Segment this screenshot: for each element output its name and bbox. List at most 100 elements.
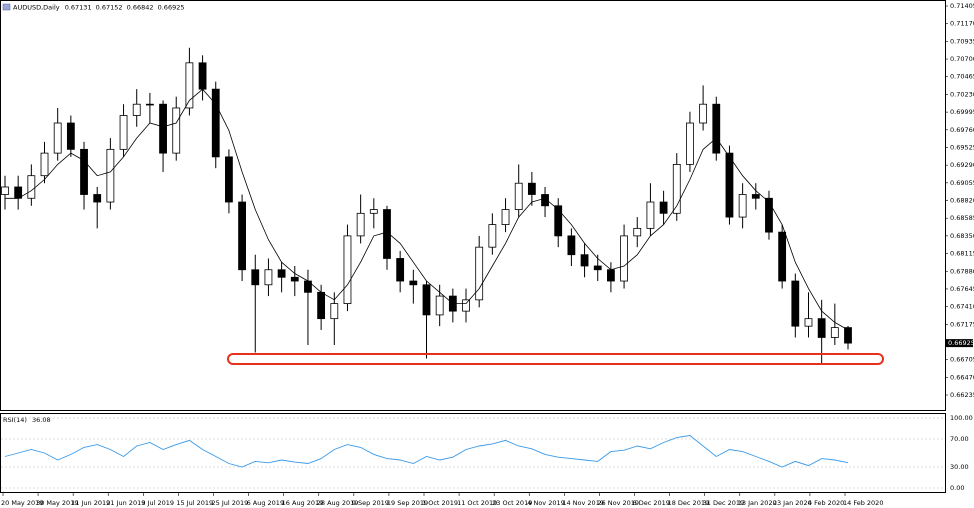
candle-body <box>514 182 523 210</box>
support-highlight <box>227 353 884 365</box>
candle-body <box>475 246 484 301</box>
y-tick-label: 70.00 <box>950 435 969 443</box>
candle-body <box>277 269 286 278</box>
candle-body <box>53 122 62 154</box>
candle-body <box>659 201 668 214</box>
chart-title: AUDUSD,Daily 0.67131 0.67152 0.66842 0.6… <box>13 4 185 12</box>
moving-average <box>5 88 849 331</box>
last-open: 0.67131 <box>65 4 92 12</box>
y-tick-label: 0.69525 <box>950 143 974 151</box>
candle-body <box>290 276 299 282</box>
last-price-label: 0.66925 <box>948 339 974 347</box>
candle-body <box>106 148 115 203</box>
y-tick-label: 0.70465 <box>950 73 974 81</box>
candle-body <box>580 254 589 267</box>
x-tick-label: 6 Aug 2019 <box>247 499 285 507</box>
candle-body <box>765 197 773 233</box>
candle-body <box>699 103 708 124</box>
candle-body <box>396 258 405 282</box>
y-tick-label: 0.66235 <box>950 391 974 399</box>
last-low: 0.66842 <box>127 4 154 12</box>
x-tick-label: 18 Dec 2019 <box>668 499 710 507</box>
candle-body <box>593 265 602 271</box>
x-tick-label: 28 Aug 2019 <box>317 499 359 507</box>
candle-body <box>238 201 246 271</box>
x-tick-label: 23 Jan 2020 <box>773 499 812 507</box>
candle-body <box>791 280 800 327</box>
x-tick-label: 31 Dec 2019 <box>703 499 745 507</box>
x-tick-label: 23 Oct 2019 <box>492 499 532 507</box>
candle-body <box>251 269 260 286</box>
y-tick-label: 0.69995 <box>950 108 974 116</box>
candle-body <box>119 115 128 150</box>
candle-body <box>145 103 154 106</box>
candle-body <box>844 327 852 344</box>
candle-body <box>567 235 576 256</box>
candle-body <box>633 227 642 237</box>
candle-body <box>527 182 536 195</box>
candle-body <box>27 175 36 199</box>
candle-body <box>804 318 813 327</box>
candle-body <box>778 231 787 282</box>
y-tick-label: 0.66705 <box>950 356 974 364</box>
candle-body <box>369 209 378 214</box>
candle-body <box>725 152 734 218</box>
candle-body <box>712 103 721 154</box>
x-tick-label: 14 Feb 2020 <box>843 499 883 507</box>
y-tick-label: 0.71405 <box>950 2 974 10</box>
x-tick-label: 13 Jan 2020 <box>738 499 777 507</box>
candle-body <box>686 122 694 165</box>
candle-body <box>409 280 418 286</box>
candle-body <box>264 269 273 286</box>
candle-body <box>185 62 194 109</box>
x-tick-label: 4 Feb 2020 <box>808 499 844 507</box>
candle-body <box>383 209 391 259</box>
candle-body <box>646 201 655 229</box>
candle-body <box>751 194 760 199</box>
candle-body <box>330 303 339 320</box>
x-tick-label: 11 Jun 2019 <box>71 499 110 507</box>
rsi-title: RSI(14) 36.08 <box>3 416 51 424</box>
y-tick-label: 0.68585 <box>950 214 974 222</box>
y-tick-label: 0.68115 <box>950 250 974 258</box>
x-tick-label: 26 Nov 2019 <box>597 499 639 507</box>
x-tick-label: 11 Oct 2019 <box>457 499 497 507</box>
candle-body <box>172 107 181 154</box>
rsi-name: RSI(14) <box>3 416 27 424</box>
candle-body <box>1 186 9 195</box>
y-tick-label: 100.00 <box>950 414 973 422</box>
candle-body <box>830 327 839 338</box>
candle-body <box>93 194 102 203</box>
candle-body <box>80 148 88 195</box>
y-tick-label: 0.69055 <box>950 179 974 187</box>
y-tick-label: 0.67175 <box>950 320 974 328</box>
candle-body <box>435 295 444 316</box>
y-tick-label: 0.00 <box>950 484 964 492</box>
candle-body <box>488 224 497 248</box>
candle-body <box>738 194 747 218</box>
candle-body <box>211 88 220 158</box>
candle-body <box>40 152 49 177</box>
x-tick-label: 1 Oct 2019 <box>422 499 458 507</box>
symbol-icon <box>2 3 11 11</box>
x-tick-label: 21 Jun 2019 <box>106 499 145 507</box>
candle-body <box>225 156 233 203</box>
candle-body <box>607 269 615 282</box>
chart-title-symbol: AUDUSD,Daily <box>13 4 60 12</box>
x-tick-label: 15 Jul 2019 <box>176 499 213 507</box>
candle-body <box>554 205 563 237</box>
candle-body <box>198 62 207 90</box>
candle-body <box>159 103 167 154</box>
rsi-line <box>4 435 849 468</box>
x-tick-label: 4 Nov 2019 <box>527 499 565 507</box>
